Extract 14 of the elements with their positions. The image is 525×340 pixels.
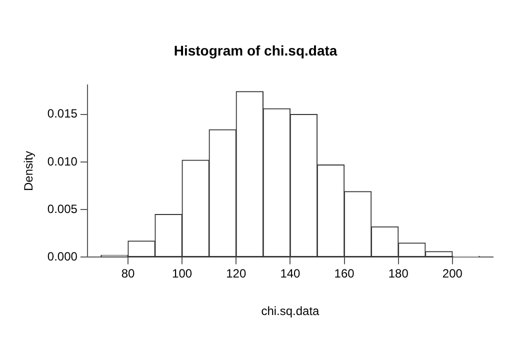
x-tick-label: 100 [172, 266, 192, 281]
y-tick-label: 0.005 [47, 202, 78, 216]
y-axis-title: Density [22, 150, 36, 192]
y-tick-label: 0.000 [47, 250, 78, 264]
y-tick-label: 0.015 [47, 106, 78, 121]
x-tick-label: 200 [442, 266, 463, 281]
chart-title: Histogram of chi.sq.data [174, 42, 338, 58]
x-axis-title: chi.sq.data [261, 304, 320, 318]
y-tick-label: 0.010 [47, 154, 78, 168]
x-tick-label: 180 [388, 266, 409, 281]
x-tick-label: 80 [121, 266, 135, 281]
x-tick-label: 160 [334, 266, 355, 281]
x-tick-label: 140 [280, 266, 301, 281]
x-tick-label: 120 [226, 266, 246, 281]
